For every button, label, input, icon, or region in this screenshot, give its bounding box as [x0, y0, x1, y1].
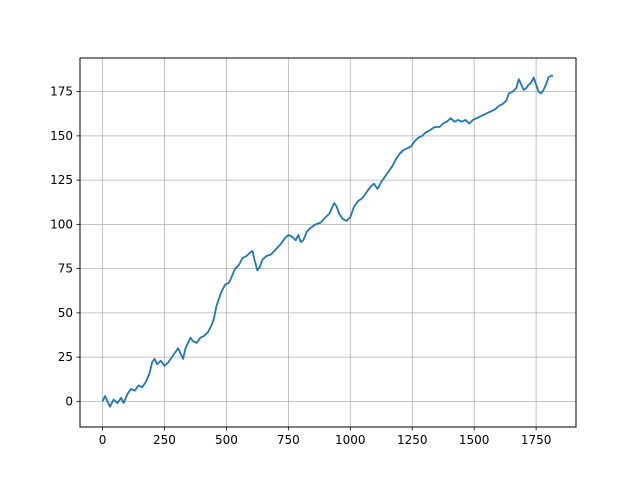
y-tick-label: 125: [50, 173, 73, 187]
y-tick-label: 50: [58, 306, 73, 320]
y-tick-label: 0: [65, 394, 73, 408]
x-tick-label: 1500: [459, 433, 490, 447]
x-tick-label: 750: [277, 433, 300, 447]
grid: [80, 58, 576, 427]
series-line: [101, 74, 553, 408]
x-axis: 0 250 500 750 1000 1250 1500 1750: [99, 427, 552, 447]
y-tick-label: 25: [58, 350, 73, 364]
x-tick-label: 0: [99, 433, 107, 447]
y-tick-label: 150: [50, 129, 73, 143]
x-tick-label: 250: [153, 433, 176, 447]
y-tick-label: 75: [58, 262, 73, 276]
y-tick-label: 175: [50, 85, 73, 99]
x-tick-label: 1000: [335, 433, 366, 447]
series-layer: [101, 74, 553, 408]
y-axis: 0 25 50 75 100 125 150 175: [50, 85, 80, 408]
x-tick-label: 1750: [521, 433, 552, 447]
plot-frame: [79, 57, 577, 428]
x-tick-label: 500: [215, 433, 238, 447]
y-tick-label: 100: [50, 217, 73, 231]
x-tick-label: 1250: [397, 433, 428, 447]
